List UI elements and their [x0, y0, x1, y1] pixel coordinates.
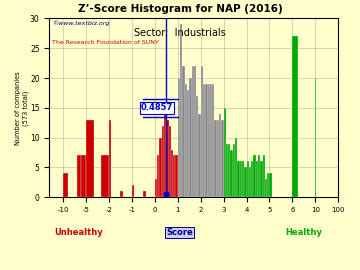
Bar	[143, 191, 146, 197]
Text: ©www.textbiz.org: ©www.textbiz.org	[52, 20, 110, 26]
Bar	[260, 161, 262, 197]
Bar	[132, 185, 134, 197]
Bar	[175, 156, 178, 197]
Bar	[217, 120, 219, 197]
Bar	[182, 66, 185, 197]
Bar	[198, 114, 201, 197]
Bar	[203, 84, 205, 197]
Bar	[187, 90, 189, 197]
Bar	[196, 96, 198, 197]
Bar	[194, 66, 196, 197]
Text: The Research Foundation of SUNY: The Research Foundation of SUNY	[52, 40, 159, 45]
Bar	[173, 156, 175, 197]
Bar	[240, 161, 242, 197]
Bar	[171, 150, 173, 197]
Bar	[235, 138, 237, 197]
Bar	[121, 191, 123, 197]
Y-axis label: Number of companies
(573 total): Number of companies (573 total)	[15, 71, 28, 145]
Bar	[192, 66, 194, 197]
Bar	[230, 150, 233, 197]
Bar	[208, 84, 210, 197]
Bar	[244, 167, 247, 197]
Bar	[249, 167, 251, 197]
Bar	[270, 173, 272, 197]
Bar	[256, 161, 258, 197]
Bar	[155, 179, 157, 197]
Bar	[77, 156, 81, 197]
Bar	[180, 25, 182, 197]
Bar	[219, 114, 221, 197]
Text: Healthy: Healthy	[285, 228, 322, 237]
Bar	[164, 108, 166, 197]
Bar	[224, 108, 226, 197]
Bar	[162, 126, 164, 197]
Bar	[101, 156, 109, 197]
Bar	[292, 36, 298, 197]
Bar	[201, 66, 203, 197]
Text: Z’-Score Histogram for NAP (2016): Z’-Score Histogram for NAP (2016)	[78, 4, 282, 14]
Bar	[159, 138, 162, 197]
Bar	[189, 78, 192, 197]
Bar	[81, 156, 86, 197]
Bar	[267, 173, 270, 197]
Text: Unhealthy: Unhealthy	[54, 228, 103, 237]
Bar	[226, 144, 228, 197]
Bar	[212, 84, 215, 197]
Bar	[228, 144, 230, 197]
Bar	[210, 84, 212, 197]
Bar	[63, 173, 68, 197]
Bar	[109, 120, 111, 197]
Text: Sector:  Industrials: Sector: Industrials	[134, 28, 226, 38]
Bar	[166, 120, 168, 197]
Bar	[157, 156, 159, 197]
Bar	[237, 161, 240, 197]
Text: 0.4857: 0.4857	[141, 103, 173, 112]
Bar	[262, 156, 265, 197]
Bar	[185, 84, 187, 197]
Bar	[86, 120, 94, 197]
Bar	[247, 161, 249, 197]
Bar	[242, 161, 244, 197]
Bar	[233, 144, 235, 197]
Bar	[258, 156, 260, 197]
Bar	[265, 179, 267, 197]
Bar	[251, 161, 253, 197]
Bar	[178, 78, 180, 197]
Bar	[253, 156, 256, 197]
Bar	[221, 120, 224, 197]
Bar	[215, 120, 217, 197]
Bar	[168, 126, 171, 197]
Bar	[205, 84, 208, 197]
Text: Score: Score	[166, 228, 193, 237]
